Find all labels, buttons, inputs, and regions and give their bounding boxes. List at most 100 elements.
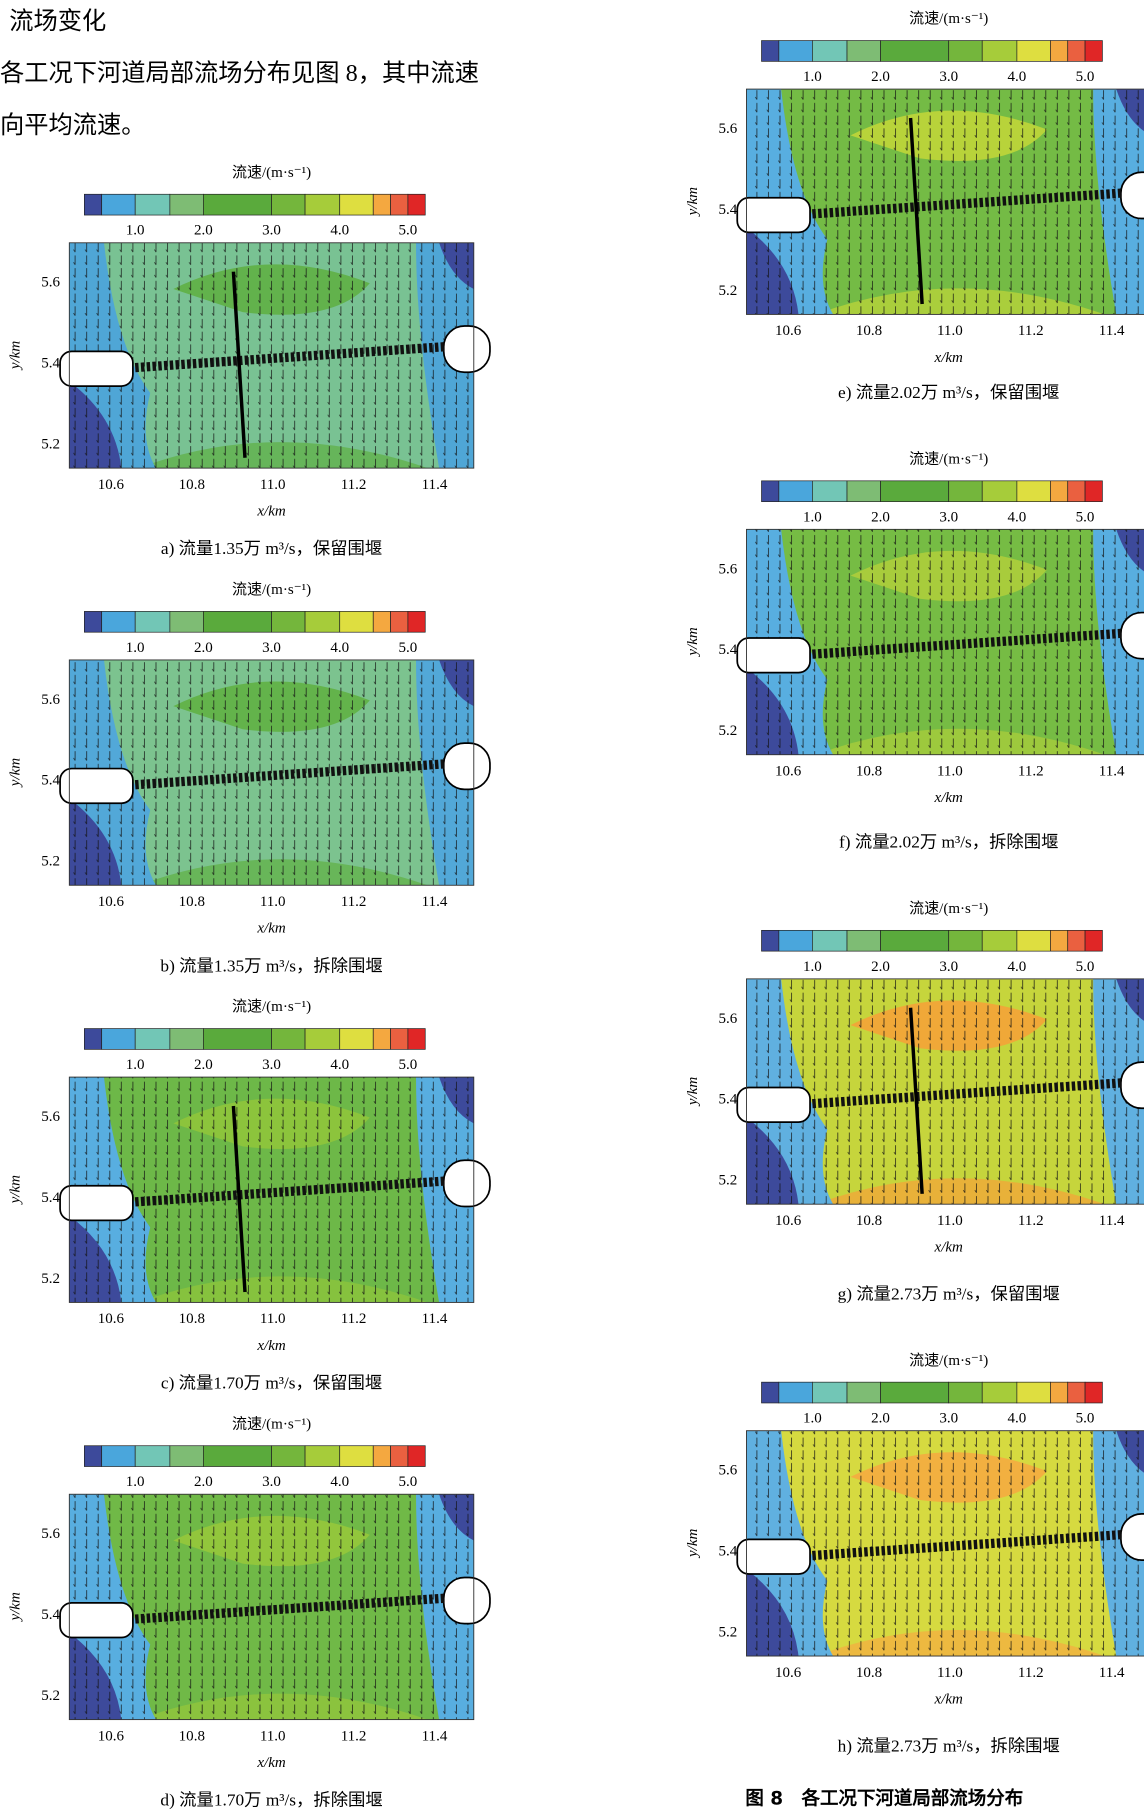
colorbar-tick-label: 2.0 bbox=[871, 69, 890, 85]
colorbar-tick-label: 2.0 bbox=[194, 223, 213, 239]
pier bbox=[444, 1160, 490, 1206]
colorbar-tick-label: 4.0 bbox=[330, 223, 349, 239]
x-tick-label: 11.2 bbox=[1018, 1213, 1044, 1229]
x-tick-label: 11.0 bbox=[937, 1213, 963, 1229]
colorbar-swatch bbox=[812, 41, 847, 62]
y-tick-label: 5.2 bbox=[41, 436, 60, 452]
y-axis-label: y/km bbox=[685, 627, 701, 658]
y-tick-label: 5.2 bbox=[41, 854, 60, 870]
pier bbox=[737, 638, 810, 673]
y-tick-label: 5.4 bbox=[718, 1092, 737, 1108]
x-axis-label: x/km bbox=[256, 1755, 286, 1771]
colorbar-swatch bbox=[881, 930, 949, 951]
colorbar-tick-label: 2.0 bbox=[871, 959, 890, 975]
colorbar-swatch bbox=[305, 611, 340, 632]
colorbar-swatch bbox=[102, 194, 136, 215]
x-tick-label: 10.8 bbox=[856, 1665, 882, 1681]
x-tick-label: 11.2 bbox=[341, 1728, 367, 1744]
y-tick-label: 5.6 bbox=[41, 692, 60, 708]
colorbar-swatch bbox=[881, 1382, 949, 1403]
colorbar-swatch bbox=[982, 481, 1017, 502]
y-tick-label: 5.6 bbox=[41, 1109, 60, 1125]
panel-caption: g) 流量2.73万 m³/s，保留围堰 bbox=[838, 1284, 1060, 1303]
colorbar-swatch bbox=[135, 194, 170, 215]
colorbar-tick-label: 2.0 bbox=[194, 1474, 213, 1490]
colorbar-swatch bbox=[102, 611, 136, 632]
colorbar-swatch bbox=[762, 41, 779, 62]
colorbar-tick-label: 4.0 bbox=[330, 1474, 349, 1490]
colorbar-tick-label: 4.0 bbox=[330, 1057, 349, 1073]
y-tick-label: 5.4 bbox=[718, 1543, 737, 1559]
colorbar-swatch bbox=[1068, 1382, 1085, 1403]
x-axis-label: x/km bbox=[256, 503, 286, 519]
colorbar-swatch bbox=[340, 1446, 374, 1467]
colorbar-swatch bbox=[982, 1382, 1017, 1403]
colorbar-swatch bbox=[391, 1446, 408, 1467]
colorbar-title: 流速/(m·s⁻¹) bbox=[232, 581, 311, 598]
x-tick-label: 11.4 bbox=[1099, 1213, 1125, 1229]
panel-caption: e) 流量2.02万 m³/s，保留围堰 bbox=[838, 383, 1059, 402]
colorbar-swatch bbox=[408, 1029, 425, 1050]
x-tick-label: 11.2 bbox=[1018, 1665, 1044, 1681]
colorbar-swatch bbox=[135, 1029, 170, 1050]
panel: 流速/(m·s⁻¹)1.02.03.04.05.05.65.45.210.610… bbox=[685, 10, 1144, 402]
colorbar-swatch bbox=[1068, 481, 1085, 502]
x-tick-label: 11.0 bbox=[937, 1665, 963, 1681]
x-tick-label: 11.4 bbox=[422, 1311, 448, 1327]
colorbar-tick-label: 2.0 bbox=[194, 1057, 213, 1073]
colorbar-swatch bbox=[1017, 1382, 1051, 1403]
colorbar-swatch bbox=[1085, 930, 1102, 951]
colorbar-swatch bbox=[170, 611, 204, 632]
panel: 流速/(m·s⁻¹)1.02.03.04.05.05.65.45.210.610… bbox=[8, 164, 490, 558]
colorbar-swatch bbox=[408, 611, 425, 632]
y-tick-label: 5.4 bbox=[41, 1190, 60, 1206]
y-tick-label: 5.2 bbox=[41, 1688, 60, 1704]
x-tick-label: 10.8 bbox=[179, 477, 205, 493]
colorbar-swatch bbox=[203, 611, 271, 632]
paragraph-line: 向平均流速。 bbox=[0, 112, 146, 139]
colorbar-swatch bbox=[1085, 41, 1102, 62]
y-tick-label: 5.4 bbox=[41, 773, 60, 789]
colorbar-swatch bbox=[1085, 1382, 1102, 1403]
colorbar-title: 流速/(m·s⁻¹) bbox=[909, 450, 988, 467]
heading: 流场变化 bbox=[9, 8, 106, 35]
colorbar-swatch bbox=[847, 930, 881, 951]
x-tick-label: 11.0 bbox=[260, 1728, 286, 1744]
panel-caption: b) 流量1.35万 m³/s，拆除围堰 bbox=[160, 956, 382, 975]
colorbar-swatch bbox=[847, 481, 881, 502]
colorbar-tick-label: 1.0 bbox=[126, 1057, 145, 1073]
x-tick-label: 10.8 bbox=[856, 763, 882, 779]
panel-caption: h) 流量2.73万 m³/s，拆除围堰 bbox=[838, 1736, 1060, 1755]
pier bbox=[444, 1577, 490, 1623]
colorbar-swatch bbox=[1050, 481, 1067, 502]
pier bbox=[737, 1088, 810, 1123]
colorbar-tick-label: 5.0 bbox=[1076, 959, 1095, 975]
colorbar-swatch bbox=[762, 1382, 779, 1403]
colorbar-swatch bbox=[812, 481, 847, 502]
x-tick-label: 11.0 bbox=[260, 894, 286, 910]
x-tick-label: 11.2 bbox=[1018, 763, 1044, 779]
x-tick-label: 11.2 bbox=[341, 1311, 367, 1327]
x-tick-label: 10.6 bbox=[98, 1311, 125, 1327]
colorbar-swatch bbox=[1017, 481, 1051, 502]
colorbar-title: 流速/(m·s⁻¹) bbox=[232, 1415, 311, 1432]
x-tick-label: 10.6 bbox=[775, 323, 802, 339]
colorbar-tick-label: 4.0 bbox=[1007, 69, 1026, 85]
x-tick-label: 10.6 bbox=[775, 1213, 802, 1229]
colorbar-swatch bbox=[779, 930, 813, 951]
colorbar-swatch bbox=[170, 1029, 204, 1050]
x-tick-label: 10.6 bbox=[98, 477, 125, 493]
colorbar-title: 流速/(m·s⁻¹) bbox=[232, 164, 311, 181]
y-tick-label: 5.4 bbox=[718, 642, 737, 658]
colorbar-swatch bbox=[305, 1029, 340, 1050]
y-axis-label: y/km bbox=[8, 758, 24, 789]
colorbar-tick-label: 3.0 bbox=[262, 223, 281, 239]
x-tick-label: 11.0 bbox=[260, 1311, 286, 1327]
x-tick-label: 10.6 bbox=[775, 763, 802, 779]
colorbar-tick-label: 1.0 bbox=[126, 223, 145, 239]
y-tick-label: 5.2 bbox=[41, 1271, 60, 1287]
colorbar-tick-label: 3.0 bbox=[939, 959, 958, 975]
colorbar-swatch bbox=[84, 194, 101, 215]
